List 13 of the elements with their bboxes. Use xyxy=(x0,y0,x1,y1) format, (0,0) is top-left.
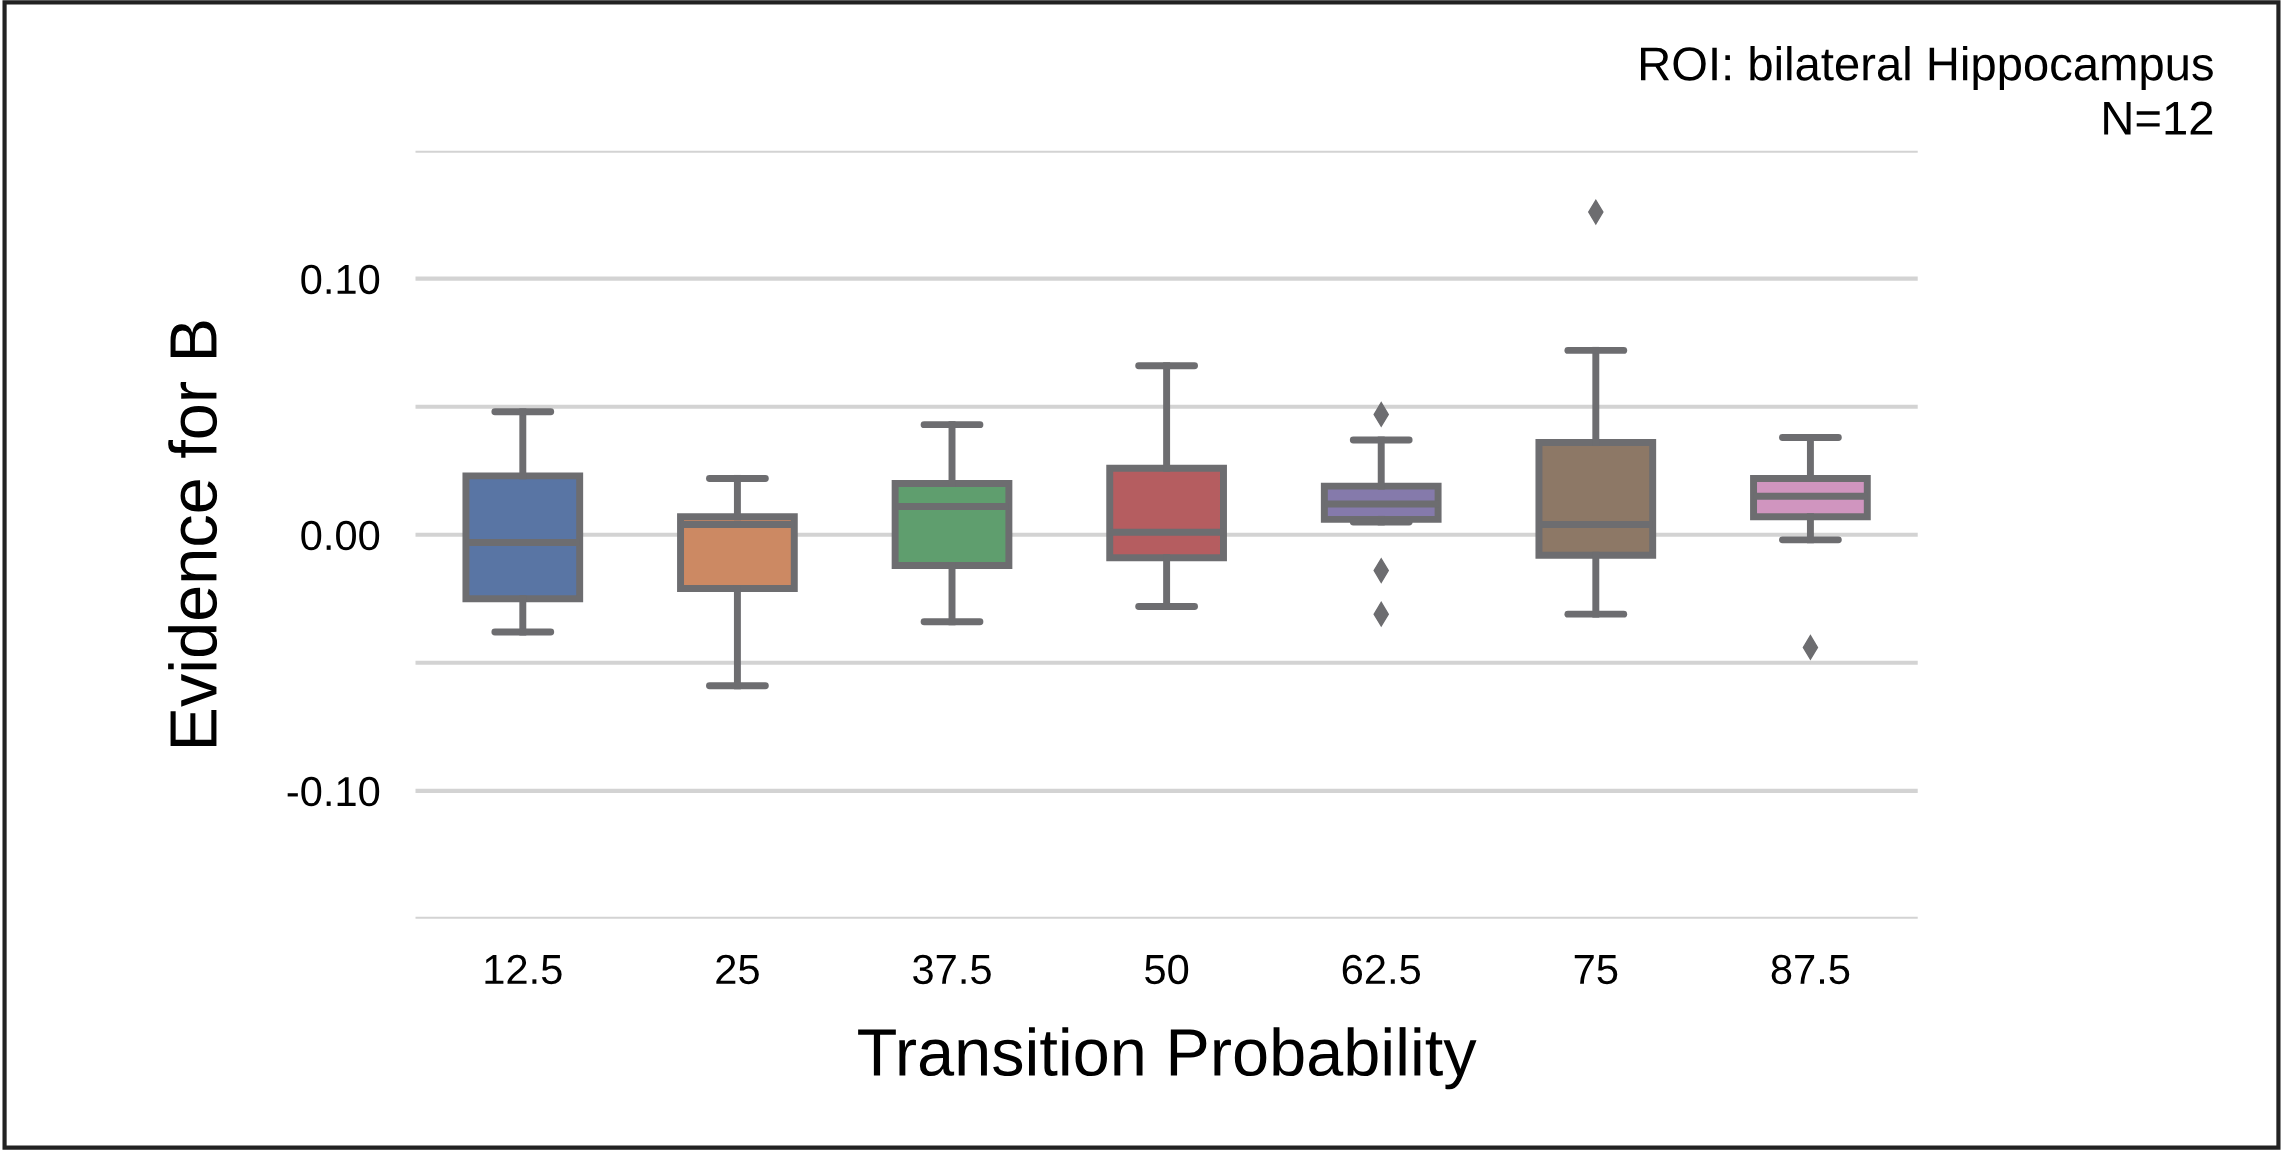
y-tick-label: 0.00 xyxy=(301,520,380,551)
x-tick-label: 62.5 xyxy=(1342,954,1421,985)
text: ROI: bilateral Hippocampus N=12 xyxy=(1641,46,2213,135)
x-axis-title: Transition Probability xyxy=(858,1027,1477,1090)
x-tick-label: 75 xyxy=(1574,955,1618,985)
x-tick-label: 50 xyxy=(1145,954,1189,985)
x-tick-label: 37.5 xyxy=(913,954,991,985)
x-tick-label: 25 xyxy=(716,954,759,985)
x-tick-label: 87.5 xyxy=(1771,954,1850,985)
y-axis-title: Evidence for B xyxy=(168,321,218,747)
x-tick-label: 12.5 xyxy=(485,954,562,985)
y-tick-label: -0.10 xyxy=(287,776,380,807)
y-tick-label: 0.10 xyxy=(301,264,380,295)
